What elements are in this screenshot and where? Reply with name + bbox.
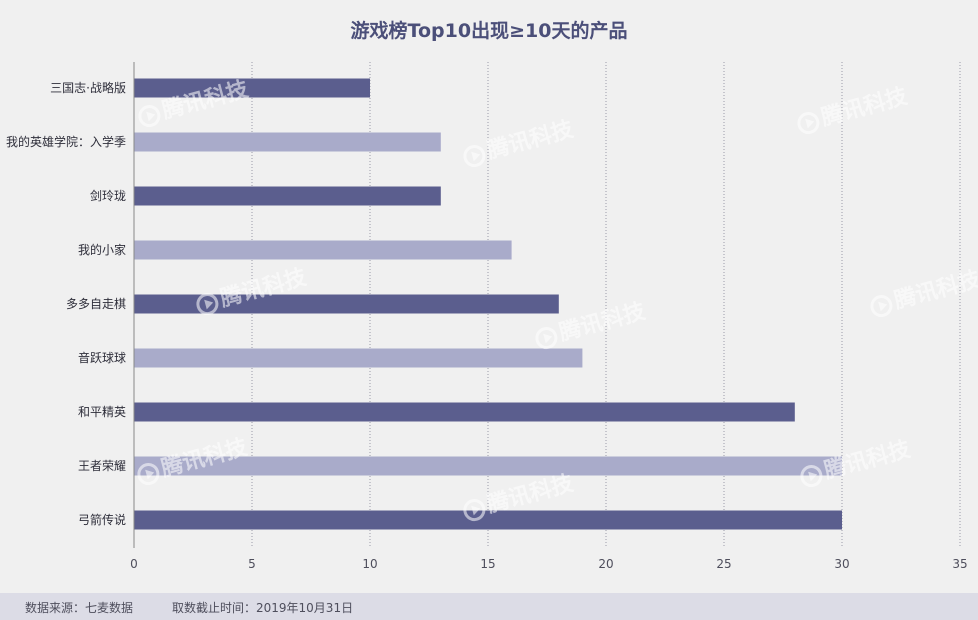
bar bbox=[134, 402, 795, 422]
bar bbox=[134, 132, 441, 152]
bars bbox=[134, 78, 842, 530]
category-label: 剑玲珑 bbox=[90, 188, 126, 203]
x-tick-label: 35 bbox=[952, 557, 967, 571]
x-tick-label: 30 bbox=[834, 557, 849, 571]
bar bbox=[134, 78, 370, 98]
category-label: 弓箭传说 bbox=[78, 512, 126, 527]
x-tick-label: 20 bbox=[598, 557, 613, 571]
category-label: 我的英雄学院：入学季 bbox=[6, 134, 126, 149]
bar bbox=[134, 240, 512, 260]
category-label: 和平精英 bbox=[78, 405, 126, 419]
category-labels: 三国志·战略版我的英雄学院：入学季剑玲珑我的小家多多自走棋音跃球球和平精英王者荣… bbox=[6, 80, 126, 527]
category-label: 三国志·战略版 bbox=[50, 80, 126, 95]
bar bbox=[134, 186, 441, 206]
bar bbox=[134, 294, 559, 314]
category-label: 多多自走棋 bbox=[66, 297, 126, 311]
data-source: 数据来源：七麦数据 bbox=[25, 601, 134, 615]
category-label: 我的小家 bbox=[78, 242, 126, 257]
bar bbox=[134, 456, 842, 476]
x-tick-label: 10 bbox=[362, 557, 377, 571]
bar bbox=[134, 510, 842, 530]
category-label: 王者荣耀 bbox=[78, 459, 126, 473]
x-tick-label: 25 bbox=[716, 557, 731, 571]
x-tick-label: 15 bbox=[480, 557, 495, 571]
x-tick-label: 0 bbox=[130, 557, 138, 571]
chart-title: 游戏榜Top10出现≥10天的产品 bbox=[350, 20, 628, 42]
x-tick-labels: 0 5 10 15 20 25 30 35 bbox=[130, 557, 967, 571]
footer: 数据来源：七麦数据 取数截止时间：2019年10月31日 bbox=[0, 593, 978, 620]
data-cutoff-date: 取数截止时间：2019年10月31日 bbox=[172, 601, 354, 615]
bar bbox=[134, 348, 583, 368]
x-tick-label: 5 bbox=[248, 557, 256, 571]
category-label: 音跃球球 bbox=[78, 350, 126, 365]
